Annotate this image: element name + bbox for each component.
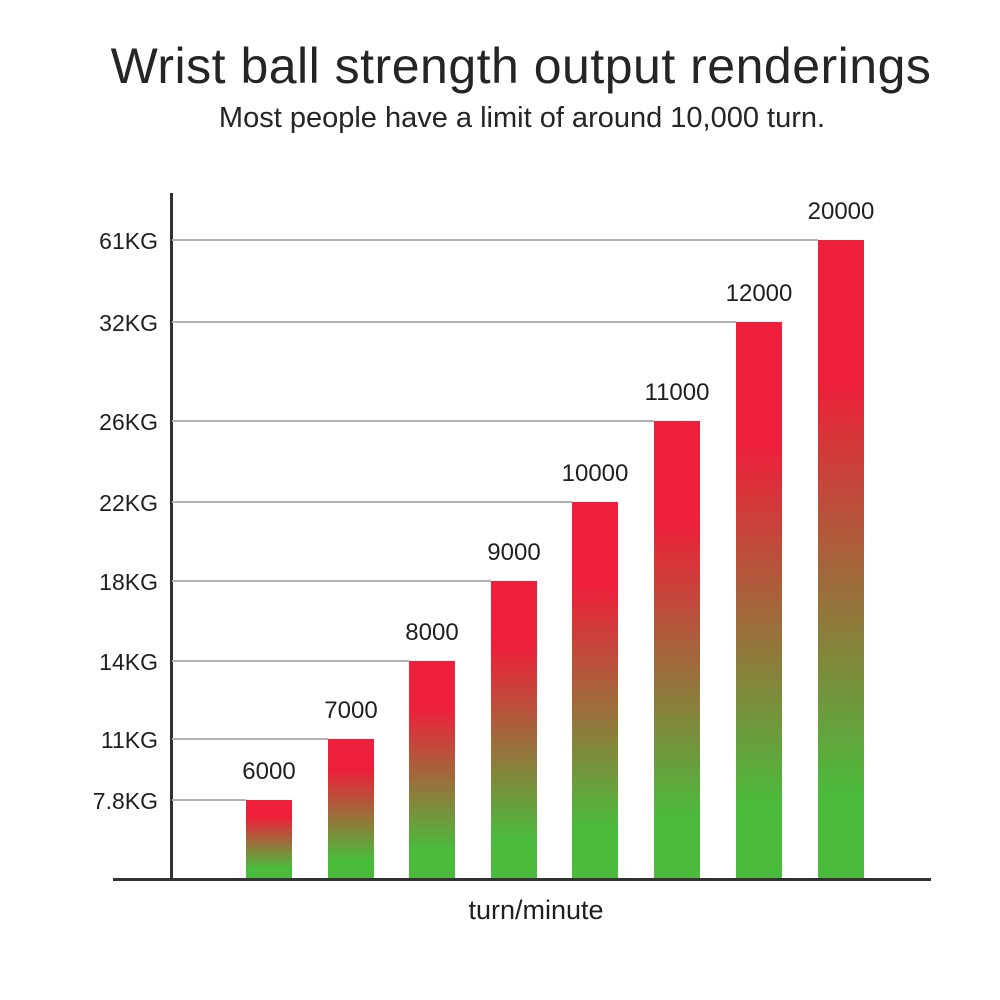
- x-axis-title: turn/minute: [468, 895, 604, 925]
- y-tick-label: 22KG: [99, 490, 158, 516]
- y-tick-label: 14KG: [99, 649, 158, 675]
- y-tick-label: 7.8KG: [92, 788, 158, 814]
- gridline: [172, 660, 409, 662]
- bar-value-label: 7000: [324, 697, 378, 724]
- bar-value-label: 6000: [242, 758, 296, 785]
- y-tick-label: 61KG: [99, 228, 158, 254]
- y-tick-label: 11KG: [100, 727, 158, 753]
- gridline: [172, 420, 654, 422]
- bar: [409, 661, 455, 878]
- gridline: [172, 580, 491, 582]
- bar-value-label: 10000: [561, 460, 629, 487]
- y-tick-label: 26KG: [99, 409, 158, 435]
- bar-value-label: 9000: [487, 539, 541, 566]
- y-tick-label: 32KG: [99, 310, 158, 336]
- x-axis-line: [113, 878, 931, 881]
- bar: [572, 502, 618, 878]
- y-axis-line: [170, 193, 173, 881]
- chart-subtitle: Most people have a limit of around 10,00…: [218, 102, 826, 134]
- bar-value-label: 12000: [725, 280, 793, 307]
- bar-value-label: 11000: [644, 379, 710, 406]
- gridline: [172, 799, 246, 801]
- gridline: [172, 738, 328, 740]
- bar-value-label: 20000: [807, 198, 875, 225]
- bar: [654, 421, 700, 878]
- gridline: [172, 239, 818, 241]
- y-tick-label: 18KG: [99, 569, 158, 595]
- bar: [491, 581, 537, 878]
- chart-title: Wrist ball strength output renderings: [110, 38, 932, 94]
- bar: [328, 739, 374, 878]
- bar-value-label: 8000: [405, 619, 459, 646]
- bar: [246, 800, 292, 878]
- gridline: [172, 501, 572, 503]
- bar: [736, 322, 782, 878]
- gridline: [172, 321, 736, 323]
- bar: [818, 240, 864, 878]
